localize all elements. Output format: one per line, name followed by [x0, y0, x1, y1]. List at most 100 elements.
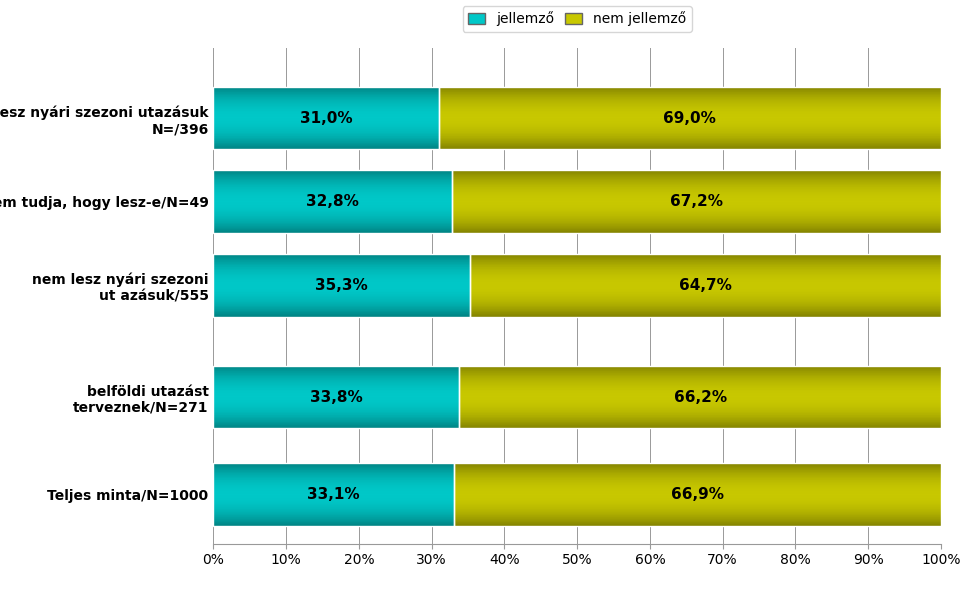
Bar: [452, 192, 940, 193]
Bar: [438, 132, 940, 133]
Bar: [453, 519, 940, 520]
Bar: [458, 373, 940, 374]
Bar: [213, 494, 453, 495]
Bar: [453, 472, 940, 473]
Bar: [452, 218, 940, 219]
Text: 35,3%: 35,3%: [315, 278, 368, 293]
Bar: [213, 114, 438, 115]
Bar: [458, 387, 940, 388]
Bar: [452, 188, 940, 189]
Bar: [213, 133, 438, 135]
Bar: [453, 497, 940, 498]
Bar: [438, 103, 940, 104]
Bar: [213, 213, 452, 214]
Bar: [453, 507, 940, 508]
Bar: [213, 365, 458, 428]
Bar: [438, 92, 940, 93]
Bar: [213, 376, 458, 377]
Bar: [213, 365, 458, 367]
Bar: [213, 370, 458, 371]
Bar: [438, 108, 940, 109]
Bar: [213, 296, 470, 297]
Bar: [470, 301, 940, 302]
Bar: [453, 511, 940, 512]
Bar: [458, 404, 940, 405]
Bar: [213, 471, 453, 472]
Bar: [213, 128, 438, 129]
Bar: [453, 489, 940, 490]
Bar: [213, 170, 452, 171]
Bar: [438, 88, 940, 89]
Bar: [458, 422, 940, 423]
Bar: [213, 285, 470, 286]
Bar: [213, 89, 438, 90]
Bar: [213, 91, 438, 92]
Bar: [213, 174, 452, 175]
Bar: [452, 227, 940, 228]
Bar: [452, 172, 940, 173]
Bar: [213, 209, 452, 210]
Bar: [470, 270, 940, 271]
Bar: [213, 521, 453, 522]
Bar: [458, 365, 940, 367]
Bar: [470, 266, 940, 268]
Bar: [453, 501, 940, 502]
Text: 67,2%: 67,2%: [670, 194, 722, 210]
Bar: [213, 475, 453, 476]
Bar: [213, 203, 452, 204]
Bar: [453, 467, 940, 468]
Text: 33,1%: 33,1%: [307, 487, 359, 503]
Bar: [453, 516, 940, 517]
Bar: [213, 254, 470, 255]
Bar: [438, 94, 940, 95]
Bar: [470, 307, 940, 308]
Bar: [213, 199, 452, 200]
Bar: [213, 517, 453, 518]
Bar: [213, 394, 458, 395]
Bar: [438, 124, 940, 125]
Bar: [458, 384, 940, 385]
Bar: [213, 301, 470, 302]
Bar: [470, 254, 940, 317]
Bar: [213, 90, 438, 91]
Bar: [453, 518, 940, 519]
Bar: [458, 393, 940, 394]
Text: 64,7%: 64,7%: [678, 278, 732, 293]
Bar: [458, 390, 940, 391]
Bar: [453, 522, 940, 523]
Bar: [453, 487, 940, 488]
Bar: [213, 208, 452, 209]
Bar: [213, 483, 453, 484]
Bar: [213, 115, 438, 116]
Bar: [458, 383, 940, 384]
Bar: [213, 413, 458, 414]
Bar: [213, 379, 458, 380]
Bar: [452, 181, 940, 182]
Bar: [470, 306, 940, 307]
Bar: [470, 299, 940, 300]
Bar: [452, 205, 940, 206]
Bar: [213, 487, 453, 488]
Bar: [213, 411, 458, 412]
Bar: [213, 386, 458, 387]
Bar: [213, 315, 470, 316]
Bar: [470, 277, 940, 278]
Bar: [438, 128, 940, 129]
Bar: [213, 123, 438, 124]
Bar: [438, 109, 940, 110]
Bar: [213, 177, 452, 178]
Bar: [470, 271, 940, 272]
Bar: [213, 100, 438, 101]
Bar: [213, 505, 453, 506]
Bar: [453, 474, 940, 475]
Bar: [213, 374, 458, 375]
Bar: [438, 139, 940, 140]
Bar: [213, 466, 453, 467]
Bar: [213, 229, 452, 230]
Bar: [213, 268, 470, 269]
Bar: [213, 92, 438, 93]
Bar: [438, 99, 940, 100]
Bar: [470, 292, 940, 293]
Bar: [213, 480, 453, 481]
Bar: [213, 373, 458, 374]
